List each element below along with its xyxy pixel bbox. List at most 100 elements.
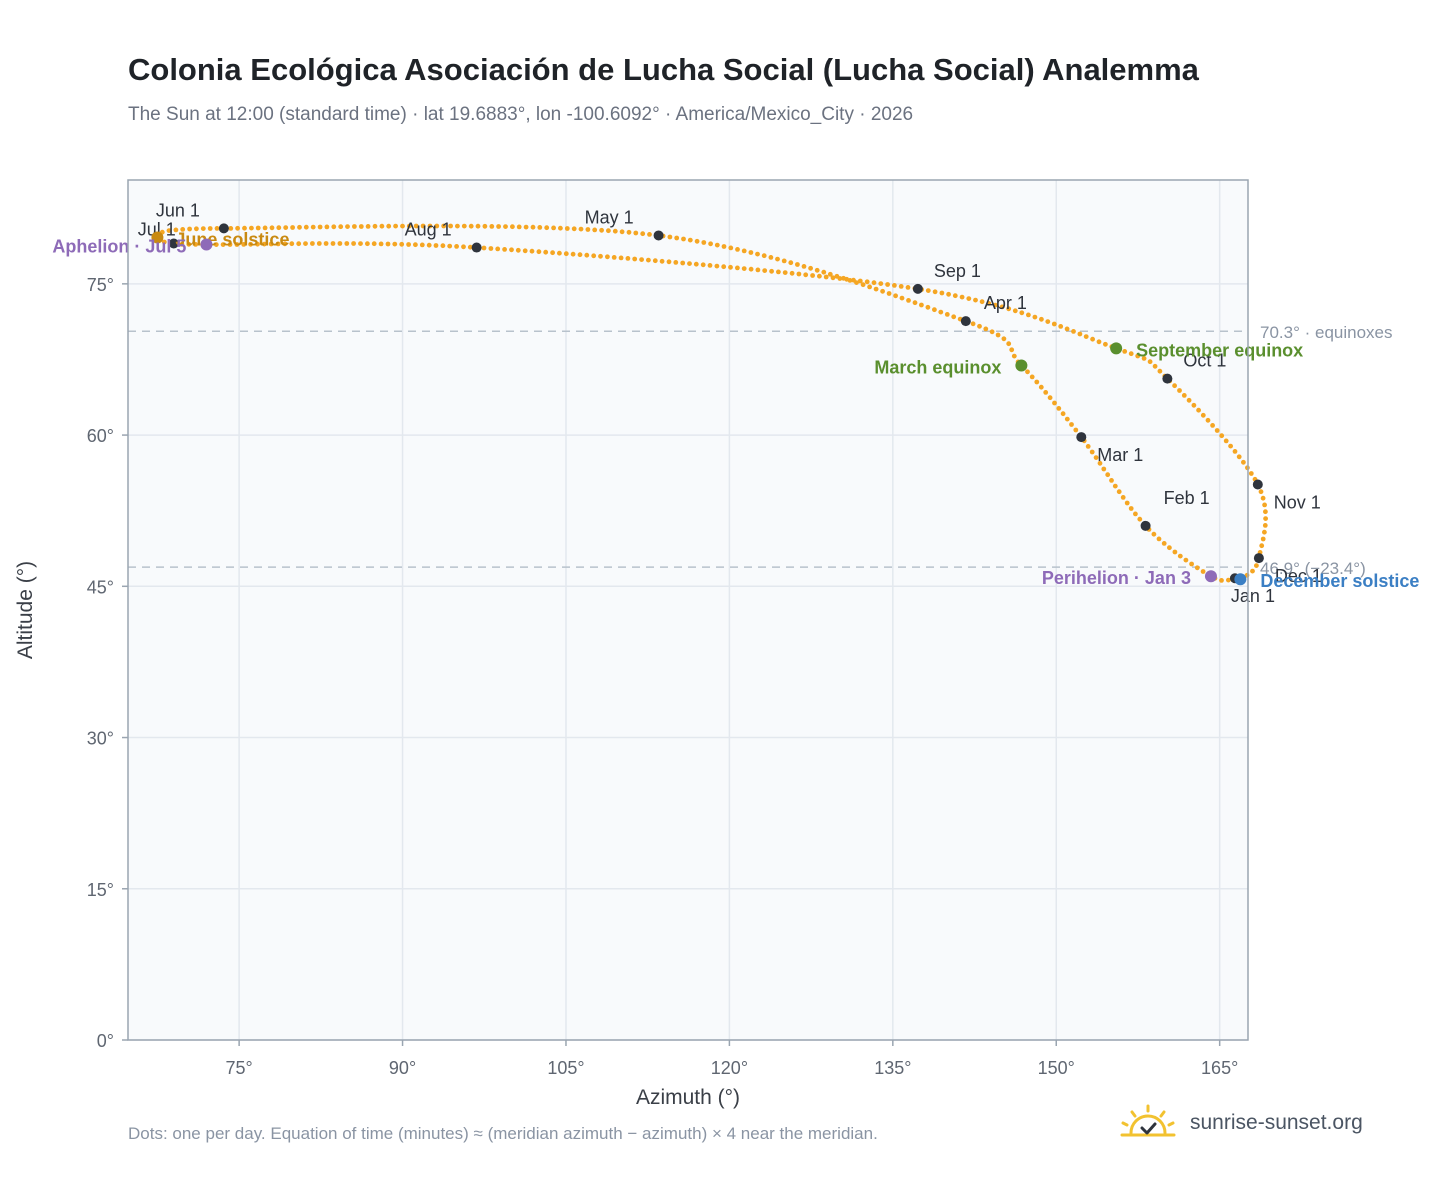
- day-dot: [510, 224, 515, 230]
- day-dot: [880, 288, 885, 294]
- day-dot: [1128, 506, 1134, 511]
- day-dot: [707, 263, 713, 268]
- day-dot: [1128, 351, 1134, 357]
- day-dot: [467, 244, 473, 250]
- day-dot: [939, 290, 945, 296]
- brand-text[interactable]: sunrise-sunset.org: [1190, 1111, 1363, 1134]
- day-dot: [371, 241, 377, 247]
- event-marker: [1234, 573, 1247, 586]
- brand[interactable]: sunrise-sunset.org: [1118, 1098, 1363, 1148]
- day-dot: [728, 245, 734, 251]
- event-marker: [1015, 359, 1028, 372]
- day-dot: [400, 223, 405, 229]
- event-label: Perihelion · Jan 3: [1042, 568, 1191, 588]
- day-dot: [1038, 384, 1044, 390]
- day-dot: [1200, 412, 1206, 418]
- y-tick-label: 60°: [87, 426, 114, 446]
- day-dot: [365, 241, 370, 247]
- day-dot: [1258, 489, 1264, 495]
- day-dot: [475, 223, 481, 229]
- day-dot: [522, 248, 528, 254]
- day-dot: [1137, 516, 1143, 522]
- plot-frame: [127, 179, 1249, 1041]
- day-dot: [337, 241, 343, 246]
- day-dot: [213, 242, 219, 248]
- day-dot: [912, 300, 918, 306]
- day-dot: [851, 277, 856, 283]
- day-dot: [1259, 543, 1265, 549]
- day-dot: [633, 230, 639, 236]
- day-dot: [406, 242, 411, 247]
- day-dot: [1069, 422, 1074, 427]
- day-dot: [1172, 383, 1177, 389]
- day-dot: [1223, 438, 1229, 444]
- day-dot: [844, 276, 850, 282]
- day-dot: [1263, 516, 1268, 521]
- day-dot: [161, 239, 167, 245]
- day-dot: [1101, 466, 1107, 472]
- day-dot: [776, 269, 781, 275]
- day-dot: [1026, 312, 1031, 318]
- month-label: Aug 1: [405, 220, 452, 240]
- day-dot: [503, 224, 508, 230]
- day-dot: [1248, 471, 1254, 476]
- day-dot: [1210, 423, 1215, 428]
- day-dot: [1071, 329, 1076, 334]
- day-dot: [179, 241, 185, 247]
- day-dot: [461, 244, 466, 250]
- day-dot: [1200, 569, 1206, 574]
- day-dot: [599, 227, 604, 233]
- day-dot: [667, 234, 673, 240]
- day-dot: [255, 241, 260, 247]
- day-dot: [741, 248, 747, 254]
- day-dot: [214, 226, 220, 231]
- day-dot: [1093, 455, 1099, 460]
- event-label: September equinox: [1136, 340, 1303, 360]
- day-dot: [1019, 310, 1025, 316]
- day-dot: [262, 225, 268, 231]
- day-dot: [814, 267, 820, 273]
- day-dot: [392, 241, 398, 247]
- day-dot: [680, 260, 686, 266]
- day-dot: [626, 229, 632, 235]
- day-dot: [906, 298, 911, 303]
- day-dot: [303, 241, 308, 247]
- day-dot: [674, 235, 680, 241]
- day-dot: [166, 228, 172, 234]
- day-dot: [1006, 341, 1012, 347]
- day-dot: [550, 250, 555, 256]
- day-dot: [200, 226, 206, 232]
- month-label: Apr 1: [984, 293, 1027, 313]
- day-dot: [905, 285, 911, 290]
- month-label: Jun 1: [156, 200, 200, 220]
- day-dot: [255, 225, 261, 231]
- day-dot: [344, 241, 350, 246]
- day-dot: [755, 267, 761, 273]
- day-dot: [536, 249, 542, 255]
- day-dot: [393, 223, 398, 229]
- day-dot: [735, 265, 740, 271]
- day-dot: [873, 286, 879, 292]
- day-dot: [1011, 353, 1017, 359]
- day-dot: [886, 291, 892, 296]
- day-dot: [938, 309, 944, 315]
- month-label: Jul 1: [138, 220, 176, 240]
- day-dot: [598, 253, 603, 259]
- day-dot: [303, 224, 309, 230]
- day-dot: [1043, 390, 1049, 395]
- day-dot: [276, 225, 282, 231]
- day-dot: [625, 256, 631, 261]
- day-dot: [173, 227, 179, 233]
- day-dot: [1260, 536, 1266, 542]
- day-dot: [372, 223, 378, 229]
- day-dot: [1196, 407, 1201, 413]
- day-dot: [619, 229, 625, 235]
- day-dot: [823, 274, 829, 280]
- day-dot: [1064, 416, 1070, 422]
- month-marker: [653, 230, 664, 241]
- day-dot: [735, 247, 740, 252]
- day-dot: [995, 332, 1001, 338]
- day-dot: [1012, 308, 1018, 314]
- day-dot: [1096, 339, 1102, 345]
- day-dot: [331, 224, 337, 230]
